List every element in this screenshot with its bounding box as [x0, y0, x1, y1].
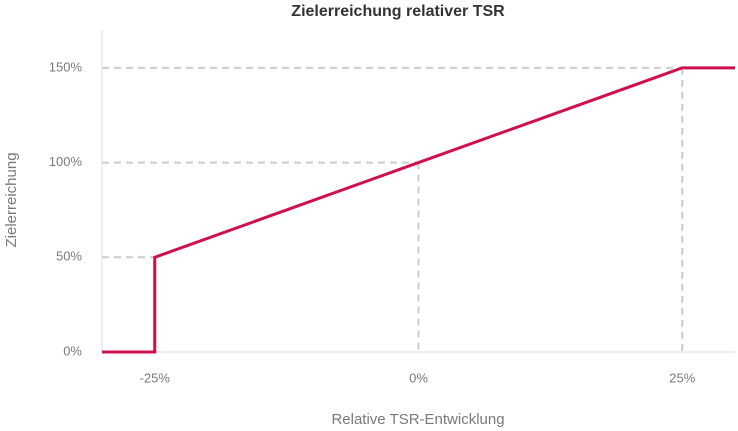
y-tick-label: 0% [63, 343, 82, 358]
y-tick-label: 50% [56, 249, 82, 264]
x-tick-label: 0% [409, 370, 428, 385]
x-tick-label: -25% [140, 370, 171, 385]
y-tick-label: 100% [49, 154, 83, 169]
y-tick-label: 150% [49, 59, 83, 74]
x-tick-label: 25% [669, 370, 695, 385]
y-axis-label: Zielerreichung [3, 152, 20, 247]
data-line [102, 66, 735, 354]
x-axis-label: Relative TSR-Entwicklung [331, 411, 504, 428]
chart-title: Zielerreichung relativer TSR [291, 3, 505, 20]
